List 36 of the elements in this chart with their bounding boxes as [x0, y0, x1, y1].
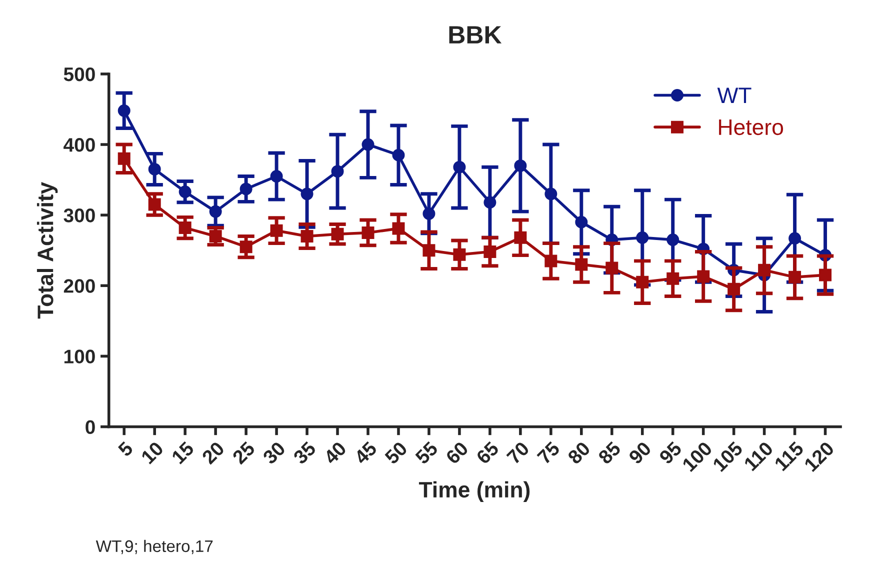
- x-tick-label: 35: [292, 440, 317, 466]
- x-tick-label: 85: [597, 440, 622, 465]
- x-tick-label: 45: [353, 440, 378, 466]
- y-axis-title: Total Activity: [36, 182, 58, 319]
- legend-label: WT: [717, 88, 752, 104]
- x-tick-label: 10: [140, 440, 164, 464]
- x-tick-label: 60: [445, 440, 469, 465]
- y-tick-label: 100: [64, 350, 95, 364]
- x-tick-label: 95: [658, 440, 683, 465]
- y-tick-label: 0: [86, 420, 95, 434]
- x-tick-label: 105: [712, 440, 744, 472]
- x-tick-label: 5: [117, 440, 134, 458]
- x-tick-label: 55: [414, 440, 439, 465]
- x-tick-label: 50: [384, 440, 408, 465]
- legend-label: Hetero: [719, 120, 784, 136]
- y-tick-label: 500: [64, 67, 95, 82]
- x-tick-label: 15: [171, 440, 195, 464]
- x-tick-label: 20: [201, 440, 226, 465]
- x-tick-label: 80: [566, 440, 591, 465]
- x-tick-label: 110: [743, 440, 774, 472]
- y-tick-label: 400: [64, 138, 95, 152]
- x-tick-label: 25: [232, 440, 256, 465]
- chart-title: BBK: [449, 26, 502, 44]
- x-tick-label: 100: [682, 440, 713, 472]
- x-tick-label: 115: [774, 440, 805, 472]
- x-tick-label: 120: [804, 440, 835, 472]
- x-axis-title: Time (min): [418, 481, 530, 502]
- x-tick-label: 40: [322, 440, 348, 466]
- x-tick-label: 30: [262, 440, 286, 466]
- y-tick-label: 300: [64, 208, 95, 222]
- x-tick-label: 70: [506, 440, 530, 465]
- x-tick-label: 65: [476, 440, 500, 465]
- y-tick-label: 200: [64, 279, 95, 293]
- x-tick-label: 75: [536, 440, 561, 465]
- x-tick-label: 90: [628, 440, 652, 465]
- text: WT,9; hetero,17: [96, 540, 213, 554]
